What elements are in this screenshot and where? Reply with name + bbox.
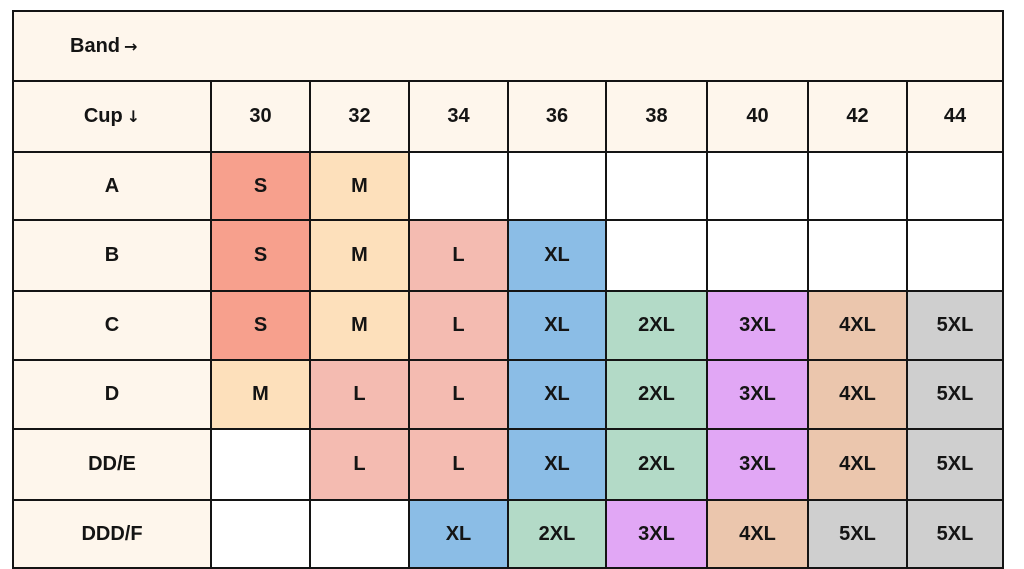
band-label: Band	[70, 34, 120, 57]
size-cell: 3XL	[706, 428, 809, 501]
band-size-header: 42	[807, 80, 908, 153]
cup-size-label: D	[12, 359, 212, 430]
cup-row: C S M L XL 2XL 3XL 4XL 5XL	[12, 290, 1004, 361]
cup-row: D M L L XL 2XL 3XL 4XL 5XL	[12, 359, 1004, 430]
size-cell: 3XL	[706, 359, 809, 430]
size-cell: 4XL	[706, 499, 809, 569]
size-cell: 5XL	[906, 499, 1004, 569]
size-cell: M	[309, 151, 410, 221]
empty-cell	[210, 499, 311, 569]
cup-row: DD/E L L XL 2XL 3XL 4XL 5XL	[12, 428, 1004, 501]
empty-cell	[807, 219, 908, 292]
empty-cell	[706, 219, 809, 292]
size-cell: 4XL	[807, 290, 908, 361]
size-cell: 4XL	[807, 359, 908, 430]
size-cell: 3XL	[605, 499, 708, 569]
size-cell: L	[408, 428, 509, 501]
size-cell: 2XL	[605, 290, 708, 361]
cup-header-cell: Cup ↓	[12, 80, 212, 153]
band-size-header: 38	[605, 80, 708, 153]
band-size-header: 32	[309, 80, 410, 153]
size-cell: XL	[507, 290, 607, 361]
band-size-header: 30	[210, 80, 311, 153]
size-cell: 5XL	[807, 499, 908, 569]
band-size-header: 36	[507, 80, 607, 153]
size-cell: 2XL	[605, 359, 708, 430]
empty-cell	[408, 151, 509, 221]
empty-cell	[507, 151, 607, 221]
size-cell: 2XL	[507, 499, 607, 569]
size-cell: 3XL	[706, 290, 809, 361]
cup-row: DDD/F XL 2XL 3XL 4XL 5XL 5XL	[12, 499, 1004, 569]
band-size-header: 40	[706, 80, 809, 153]
size-cell: 5XL	[906, 290, 1004, 361]
cup-row: B S M L XL	[12, 219, 1004, 292]
bra-size-chart: Band → Cup ↓ 30 32 34 36 38 40 42 44 A S M B S M L XL C S M…	[12, 10, 1004, 569]
size-cell: S	[210, 219, 311, 292]
empty-cell	[605, 151, 708, 221]
cup-label: Cup	[83, 105, 123, 127]
size-cell: XL	[507, 219, 607, 292]
empty-cell	[605, 219, 708, 292]
size-cell: L	[408, 219, 509, 292]
arrow-down-icon: ↓	[126, 107, 141, 126]
empty-cell	[906, 219, 1004, 292]
cup-size-label: DD/E	[12, 428, 212, 501]
empty-cell	[706, 151, 809, 221]
size-cell: XL	[408, 499, 509, 569]
size-cell: 5XL	[906, 359, 1004, 430]
band-size-header: 44	[906, 80, 1004, 153]
size-cell: L	[309, 359, 410, 430]
size-cell: S	[210, 151, 311, 221]
empty-cell	[906, 151, 1004, 221]
size-cell: 4XL	[807, 428, 908, 501]
size-cell: L	[408, 290, 509, 361]
size-cell: L	[309, 428, 410, 501]
cup-size-label: DDD/F	[12, 499, 212, 569]
column-header-row: Cup ↓ 30 32 34 36 38 40 42 44	[12, 80, 1004, 153]
size-cell: 2XL	[605, 428, 708, 501]
size-cell: L	[408, 359, 509, 430]
empty-cell	[309, 499, 410, 569]
size-cell: S	[210, 290, 311, 361]
cup-size-label: B	[12, 219, 212, 292]
cup-size-label: A	[12, 151, 212, 221]
band-header-row: Band →	[12, 10, 1004, 82]
arrow-right-icon: →	[124, 36, 138, 56]
size-cell: M	[309, 290, 410, 361]
empty-cell	[807, 151, 908, 221]
cup-size-label: C	[12, 290, 212, 361]
band-size-header: 34	[408, 80, 509, 153]
size-cell: XL	[507, 428, 607, 501]
band-header-cell: Band →	[12, 10, 1004, 82]
size-cell: 5XL	[906, 428, 1004, 501]
size-cell: M	[309, 219, 410, 292]
size-cell: XL	[507, 359, 607, 430]
empty-cell	[210, 428, 311, 501]
size-cell: M	[210, 359, 311, 430]
